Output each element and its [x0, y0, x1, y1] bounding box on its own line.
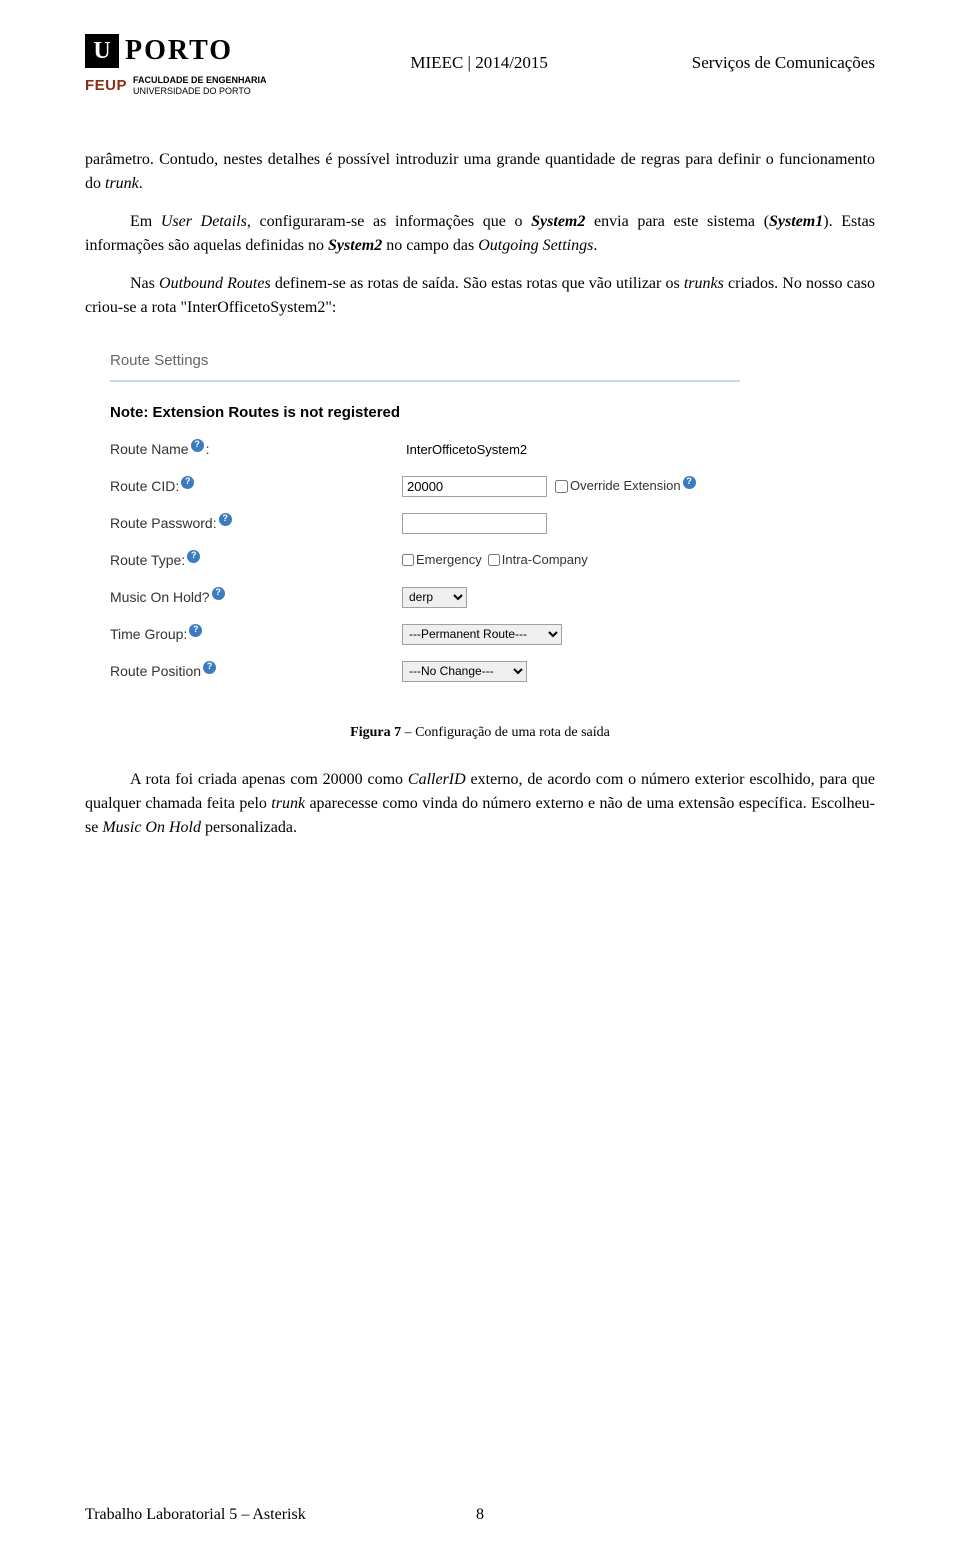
checkbox-intra-group: Intra-Company [488, 550, 588, 570]
label-emergency: Emergency [416, 550, 482, 570]
paragraph-4: A rota foi criada apenas com 20000 como … [85, 768, 875, 840]
row-time-group: Time Group: ? ---Permanent Route--- [110, 624, 740, 645]
label-intra-company: Intra-Company [502, 550, 588, 570]
help-icon[interactable]: ? [181, 476, 194, 489]
body-text-2: A rota foi criada apenas com 20000 como … [85, 768, 875, 840]
row-music-on-hold: Music On Hold? ? derp [110, 587, 740, 608]
label-route-name: Route Name ?: [110, 439, 402, 460]
select-music-on-hold[interactable]: derp [402, 587, 467, 608]
checkbox-emergency-group: Emergency [402, 550, 482, 570]
label-music-on-hold: Music On Hold? ? [110, 587, 402, 608]
row-route-position: Route Position ? ---No Change--- [110, 661, 740, 682]
figure-desc: – Configuração de uma rota de saída [401, 725, 610, 740]
help-icon[interactable]: ? [191, 439, 204, 452]
label-route-position: Route Position ? [110, 661, 402, 682]
body-text: parâmetro. Contudo, nestes detalhes é po… [85, 148, 875, 320]
paragraph-1: parâmetro. Contudo, nestes detalhes é po… [85, 148, 875, 196]
label-override-extension: Override Extension [570, 476, 681, 496]
help-icon[interactable]: ? [212, 587, 225, 600]
page-header: U PORTO FEUP FACULDADE DE ENGENHARIA UNI… [85, 30, 875, 98]
feup-line1: FACULDADE DE ENGENHARIA [133, 75, 267, 86]
logo-porto-text: PORTO [125, 30, 233, 72]
note-text: Note: Extension Routes is not registered [110, 402, 740, 425]
label-route-password: Route Password: ? [110, 513, 402, 534]
logo-block: U PORTO FEUP FACULDADE DE ENGENHARIA UNI… [85, 30, 267, 98]
feup-line2: UNIVERSIDADE DO PORTO [133, 86, 267, 97]
logo-feup: FEUP [85, 75, 127, 98]
label-route-type: Route Type: ? [110, 550, 402, 571]
logo-feup-subtitle: FACULDADE DE ENGENHARIA UNIVERSIDADE DO … [133, 75, 267, 97]
route-settings-screenshot: Route Settings Note: Extension Routes is… [110, 350, 740, 682]
help-icon[interactable]: ? [683, 476, 696, 489]
input-route-cid[interactable] [402, 476, 547, 497]
logo-feup-row: FEUP FACULDADE DE ENGENHARIA UNIVERSIDAD… [85, 75, 267, 98]
label-route-cid: Route CID: ? [110, 476, 402, 497]
checkbox-override-extension[interactable] [555, 480, 568, 493]
row-route-type: Route Type: ? Emergency Intra-Company [110, 550, 740, 571]
page-footer: Trabalho Laboratorial 5 – Asterisk 8 [85, 1503, 875, 1527]
route-settings-title: Route Settings [110, 350, 740, 373]
row-route-cid: Route CID: ? Override Extension ? [110, 476, 740, 497]
checkbox-emergency[interactable] [402, 554, 414, 566]
footer-page-number: 8 [476, 1503, 484, 1527]
input-route-password[interactable] [402, 513, 547, 534]
logo-uporto: U PORTO [85, 30, 267, 72]
help-icon[interactable]: ? [187, 550, 200, 563]
row-route-name: Route Name ?: [110, 439, 740, 460]
help-icon[interactable]: ? [203, 661, 216, 674]
select-time-group[interactable]: ---Permanent Route--- [402, 624, 562, 645]
input-route-name[interactable] [402, 439, 562, 460]
route-settings-divider [110, 380, 740, 382]
paragraph-3: Nas Outbound Routes definem-se as rotas … [85, 272, 875, 320]
override-group: Override Extension ? [555, 476, 696, 496]
select-route-position[interactable]: ---No Change--- [402, 661, 527, 682]
checkbox-intra-company[interactable] [488, 554, 500, 566]
help-icon[interactable]: ? [219, 513, 232, 526]
figure-number: Figura 7 [350, 725, 401, 740]
footer-text: Trabalho Laboratorial 5 – Asterisk [85, 1506, 306, 1523]
label-time-group: Time Group: ? [110, 624, 402, 645]
row-route-password: Route Password: ? [110, 513, 740, 534]
header-center: MIEEC | 2014/2015 [410, 50, 548, 76]
paragraph-2: Em User Details, configuraram-se as info… [85, 210, 875, 258]
figure-caption: Figura 7 – Configuração de uma rota de s… [85, 722, 875, 743]
logo-u-letter: U [85, 34, 119, 68]
header-right: Serviços de Comunicações [692, 50, 875, 76]
help-icon[interactable]: ? [189, 624, 202, 637]
